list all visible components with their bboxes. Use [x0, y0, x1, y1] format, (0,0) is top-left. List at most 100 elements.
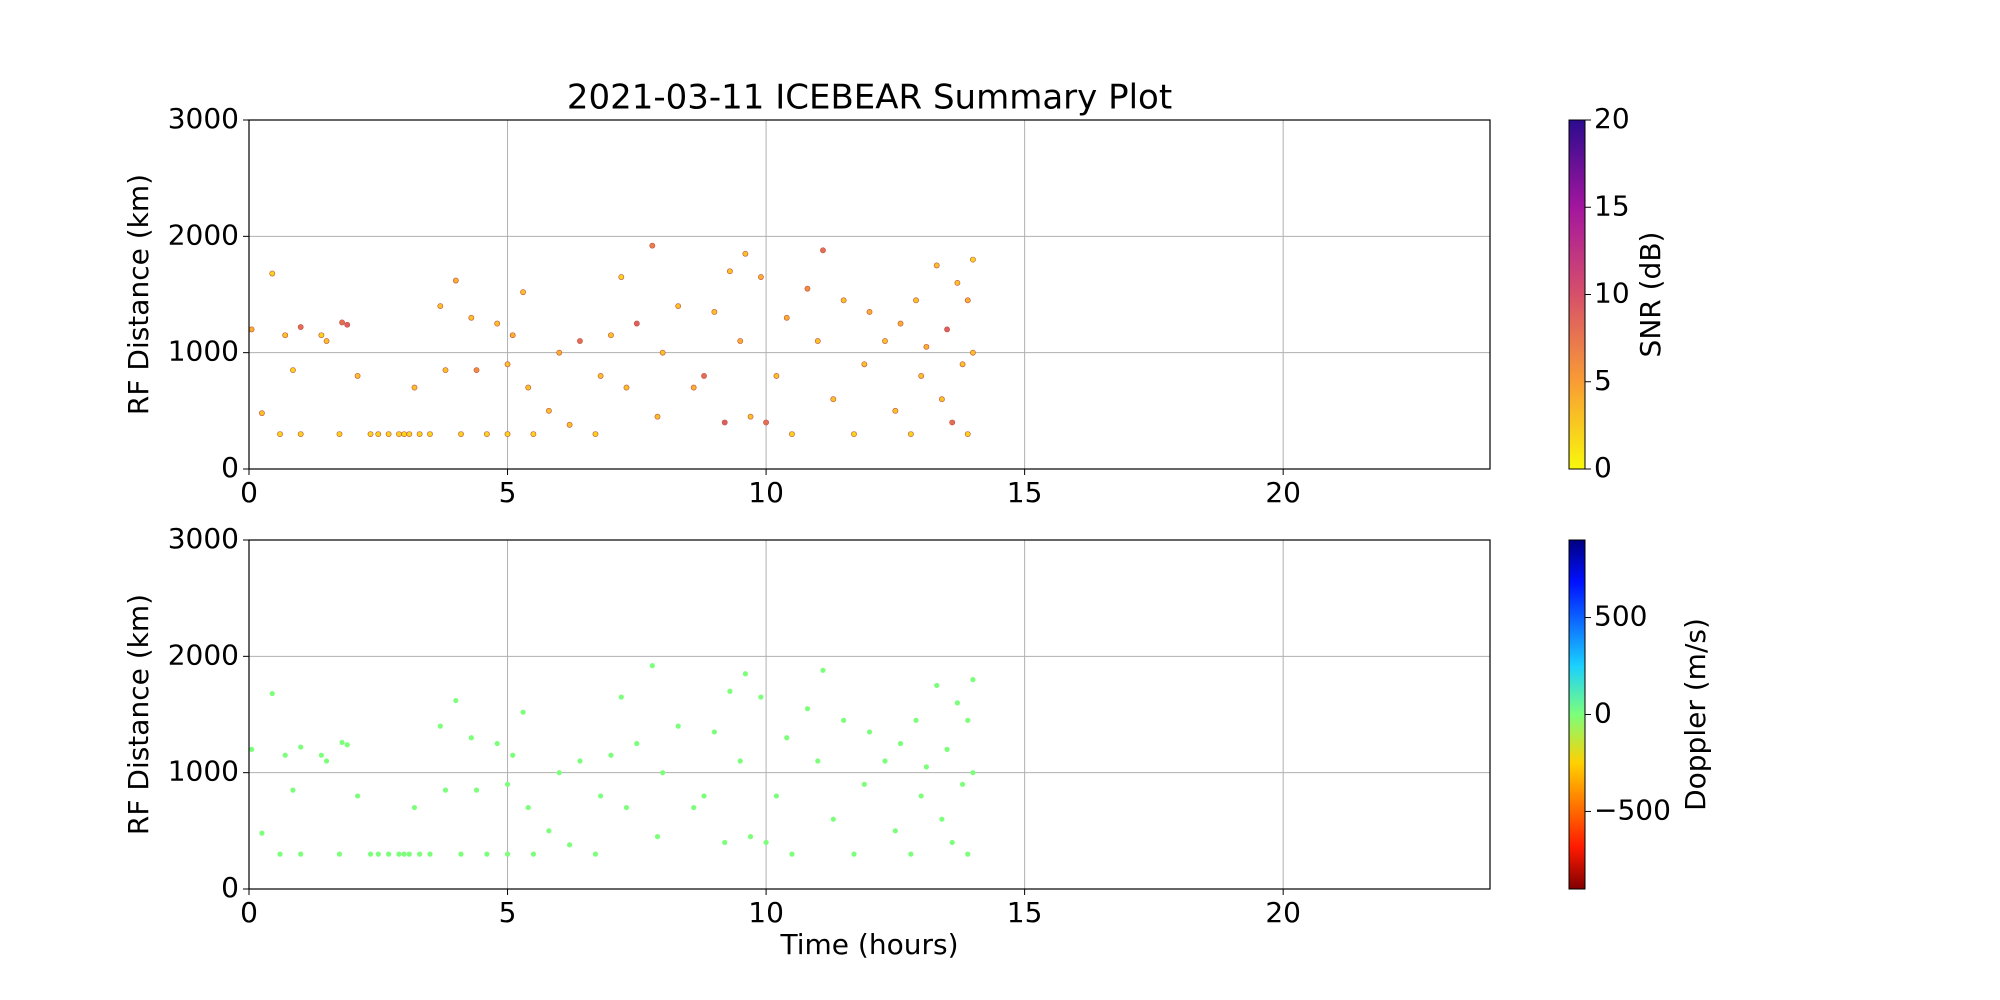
data-point	[634, 740, 640, 747]
data-point	[830, 816, 836, 822]
data-point	[623, 804, 630, 811]
data-point	[401, 851, 407, 857]
data-point	[923, 343, 930, 350]
data-point	[577, 338, 583, 344]
x-tick-label: 15	[1007, 896, 1043, 929]
y-axis-label: RF Distance (km)	[122, 594, 155, 835]
data-point	[804, 706, 811, 712]
data-point	[970, 770, 976, 776]
data-point	[336, 431, 343, 437]
colorbar-tick-label: 0	[1594, 697, 1612, 730]
data-point	[654, 413, 661, 420]
data-point	[297, 324, 304, 330]
data-point	[269, 270, 276, 277]
data-point	[437, 303, 444, 310]
data-point	[649, 242, 656, 249]
data-point	[525, 384, 532, 391]
data-point	[711, 309, 718, 315]
data-point	[367, 851, 374, 857]
data-point	[282, 332, 289, 339]
y-tick-label: 2000	[168, 218, 239, 251]
data-point	[509, 332, 516, 339]
data-point	[375, 851, 381, 857]
data-point	[504, 851, 511, 857]
data-point	[851, 851, 857, 857]
data-point	[970, 256, 976, 263]
data-point	[830, 396, 837, 403]
axes-frame	[248, 539, 1491, 890]
data-point	[758, 694, 764, 700]
data-point	[944, 746, 950, 753]
data-point	[530, 431, 537, 437]
y-tick-label: 3000	[168, 102, 239, 135]
data-point	[367, 431, 374, 437]
data-point	[913, 297, 919, 304]
colorbar-tick-label: 10	[1594, 277, 1630, 310]
x-tick-label: 0	[240, 476, 258, 509]
data-point	[277, 851, 283, 857]
data-point	[298, 744, 304, 750]
data-point	[473, 787, 480, 793]
data-point	[758, 274, 764, 280]
data-point	[339, 739, 345, 746]
data-point	[592, 431, 599, 437]
data-point	[520, 289, 526, 296]
data-point	[882, 338, 888, 344]
data-point	[504, 361, 511, 368]
data-point	[354, 793, 361, 799]
data-point	[597, 373, 604, 379]
data-point	[840, 297, 847, 304]
data-point	[453, 697, 459, 704]
data-point	[566, 421, 573, 428]
data-point	[618, 274, 625, 280]
data-point	[701, 793, 707, 799]
data-point	[897, 320, 904, 327]
data-point	[654, 834, 661, 840]
y-axis-label: RF Distance (km)	[122, 174, 155, 415]
data-point	[406, 431, 413, 437]
data-point	[417, 851, 423, 857]
data-point	[406, 851, 412, 857]
y-tick-label: 1000	[168, 335, 239, 368]
data-point	[727, 688, 733, 694]
data-point	[282, 752, 288, 758]
x-tick-label: 20	[1265, 896, 1301, 929]
chart-title: 2021-03-11 ICEBEAR Summary Plot	[567, 78, 1172, 118]
data-point	[318, 332, 325, 339]
data-point	[323, 758, 330, 764]
data-point	[892, 828, 898, 834]
data-point	[938, 396, 945, 403]
data-point	[773, 373, 780, 379]
colorbar-tick-label: 500	[1594, 600, 1647, 633]
data-point	[458, 431, 464, 437]
data-point	[259, 830, 265, 836]
data-point	[866, 309, 873, 315]
data-point	[259, 410, 265, 417]
data-point	[411, 384, 418, 391]
data-point	[841, 717, 847, 723]
data-point	[416, 431, 423, 437]
x-axis-label: Time (hours)	[780, 928, 959, 961]
x-tick-label: 10	[748, 896, 784, 929]
x-tick-label: 20	[1265, 476, 1301, 509]
data-point	[918, 793, 924, 799]
x-tick-label: 5	[499, 896, 517, 929]
data-point	[510, 752, 516, 758]
data-point	[468, 735, 474, 741]
data-point	[804, 285, 811, 292]
data-point	[598, 793, 604, 799]
data-point	[820, 667, 826, 673]
data-point	[722, 839, 728, 846]
colorbar-label: SNR (dB)	[1634, 232, 1667, 358]
data-point	[964, 297, 971, 304]
axes-frame	[248, 119, 1491, 470]
y-tick-label: 1000	[168, 755, 239, 788]
data-point	[468, 314, 475, 321]
data-point	[675, 303, 682, 310]
data-point	[711, 729, 717, 735]
x-tick-label: 5	[499, 476, 517, 509]
data-point	[633, 320, 640, 327]
data-point	[494, 740, 500, 747]
data-point	[965, 717, 971, 723]
